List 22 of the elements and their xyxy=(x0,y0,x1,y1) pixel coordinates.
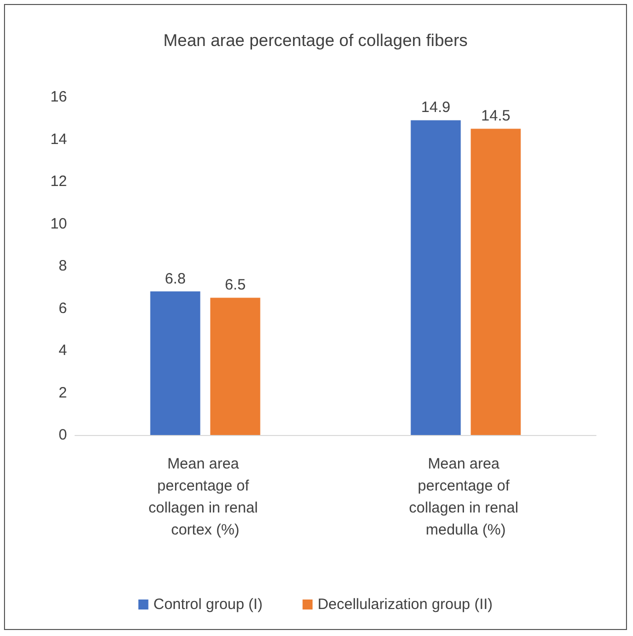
legend-label: Control group (I) xyxy=(153,596,263,613)
x-tick-label: Mean area percentage of collagen in renal cortex (%) xyxy=(148,456,262,538)
y-tick-label: 16 xyxy=(50,88,67,106)
bar xyxy=(210,298,260,435)
x-tick-label: Mean area percentage of collagen in renal medulla (%) xyxy=(409,456,522,538)
data-label: 14.9 xyxy=(421,99,450,116)
legend-label: Decellularization group (II) xyxy=(318,596,493,613)
data-label: 6.8 xyxy=(164,270,186,288)
bar xyxy=(150,291,200,435)
data-label: 14.5 xyxy=(481,108,510,125)
y-tick-label: 14 xyxy=(50,130,67,148)
y-tick-label: 6 xyxy=(58,300,67,317)
y-tick-label: 2 xyxy=(58,384,67,402)
chart-title: Mean arae percentage of collagen fibers xyxy=(163,31,468,50)
y-tick-label: 12 xyxy=(50,173,67,190)
y-tick-label: 10 xyxy=(50,215,67,232)
y-tick-label: 0 xyxy=(58,426,67,444)
data-label: 6.5 xyxy=(224,276,246,294)
y-tick-label: 8 xyxy=(58,258,67,274)
y-tick-label: 4 xyxy=(58,342,67,359)
bar xyxy=(470,128,521,435)
bar xyxy=(410,120,461,435)
